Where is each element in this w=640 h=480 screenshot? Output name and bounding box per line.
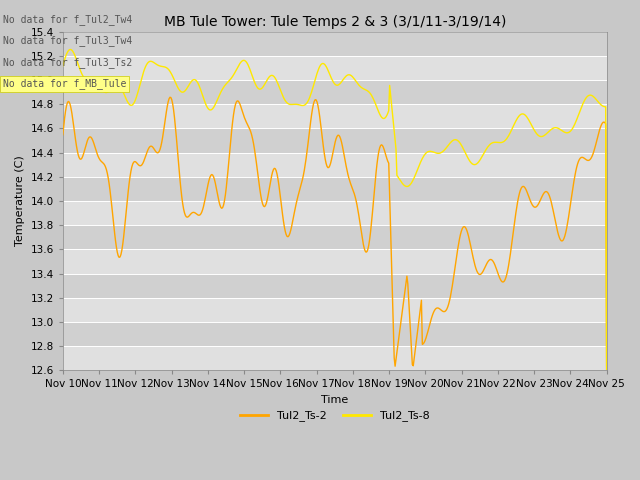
Bar [63,104,607,128]
Text: No data for f_Tul3_Ts2: No data for f_Tul3_Ts2 [3,57,132,68]
Legend: Tul2_Ts-2, Tul2_Ts-8: Tul2_Ts-2, Tul2_Ts-8 [236,406,434,426]
X-axis label: Time: Time [321,395,348,405]
Text: No data for f_MB_Tule: No data for f_MB_Tule [3,78,127,89]
Text: No data for f_Tul3_Tw4: No data for f_Tul3_Tw4 [3,35,132,46]
Y-axis label: Temperature (C): Temperature (C) [15,156,25,246]
Bar [63,322,607,346]
Title: MB Tule Tower: Tule Temps 2 & 3 (3/1/11-3/19/14): MB Tule Tower: Tule Temps 2 & 3 (3/1/11-… [164,15,506,29]
Bar [63,298,607,322]
Bar [63,250,607,274]
Bar [63,80,607,104]
Bar [63,346,607,371]
Bar [63,32,607,56]
Bar [63,201,607,225]
Bar [63,56,607,80]
Bar [63,153,607,177]
Bar [63,177,607,201]
Bar [63,225,607,250]
Bar [63,274,607,298]
Bar [63,128,607,153]
Text: No data for f_Tul2_Tw4: No data for f_Tul2_Tw4 [3,13,132,24]
